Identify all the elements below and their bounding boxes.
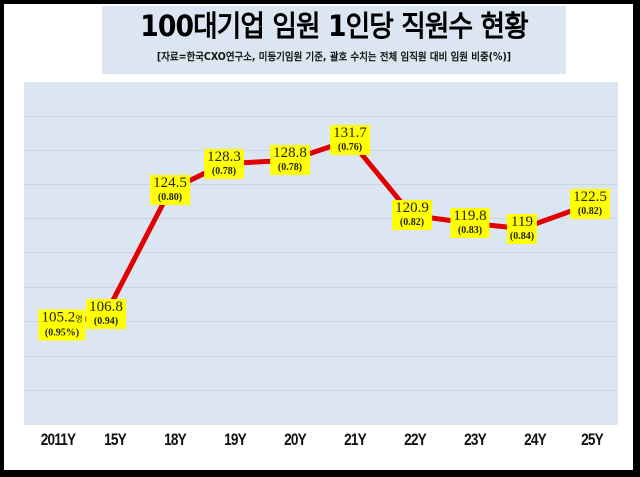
unit-label: 명 [75,314,83,324]
gridline [24,390,618,391]
gridline [24,218,618,219]
percent-label: (0.80) [157,192,183,204]
value-label: 119 [511,213,533,230]
x-tick-label: 18Y [164,430,187,449]
x-tick-label: 2011Y [40,430,76,449]
x-tick-label: 20Y [284,430,307,449]
percent-label: (0.84) [509,230,535,242]
gridline [24,252,618,253]
data-label: 128.8 (0.78) [270,145,310,176]
data-label: 124.5 (0.80) [150,175,190,206]
gridline [24,184,618,185]
value-label: 106.8 [89,298,123,315]
percent-label: (0.82) [399,217,425,229]
data-label: 119.8 (0.83) [450,208,490,239]
percent-label: (0.78) [211,165,237,177]
gridline [24,116,618,117]
percent-label: (0.95%) [44,327,80,339]
percent-label: (0.82) [577,206,603,218]
plot-area [24,82,618,425]
value-label: 128.8 [273,145,307,162]
x-tick-label: 24Y [524,430,547,449]
value-label: 119.8 [453,208,487,225]
percent-label: (0.83) [457,225,483,237]
data-label: 120.9 (0.82) [392,200,432,231]
x-tick-label: 15Y [104,430,127,449]
gridline [24,356,618,357]
value-label: 122.5 [573,189,607,206]
chart-title: 100대기업 임원 1인당 직원수 현황 [140,9,528,43]
gridline [24,321,618,322]
data-label: 119 (0.84) [506,213,538,244]
x-tick-label: 25Y [581,430,604,449]
percent-label: (0.94) [93,315,119,327]
x-tick-label: 19Y [224,430,247,449]
percent-label: (0.78) [277,162,303,174]
value-label: 120.9 [395,200,429,217]
data-label: 128.3 (0.78) [204,148,244,179]
data-label: 122.5 (0.82) [570,189,610,220]
data-label: 131.7 (0.76) [330,125,370,156]
data-label: 106.8 (0.94) [86,298,126,329]
value-label: 131.7 [333,125,367,142]
value-label: 128.3 [207,148,241,165]
chart-subtitle: [자료=한국CXO연구소, 미등기임원 기준, 괄호 수치는 전체 임직원 대비… [156,51,512,63]
x-tick-label: 22Y [404,430,427,449]
x-tick-label: 21Y [344,430,367,449]
value-label: 105.2명 [41,309,83,326]
value-label: 124.5 [153,175,187,192]
gridline [24,287,618,288]
percent-label: (0.76) [337,142,363,154]
data-label: 105.2명 (0.95%) [38,309,86,341]
x-tick-label: 23Y [464,430,487,449]
title-box: 100대기업 임원 1인당 직원수 현황 [자료=한국CXO연구소, 미등기임원… [102,6,566,74]
